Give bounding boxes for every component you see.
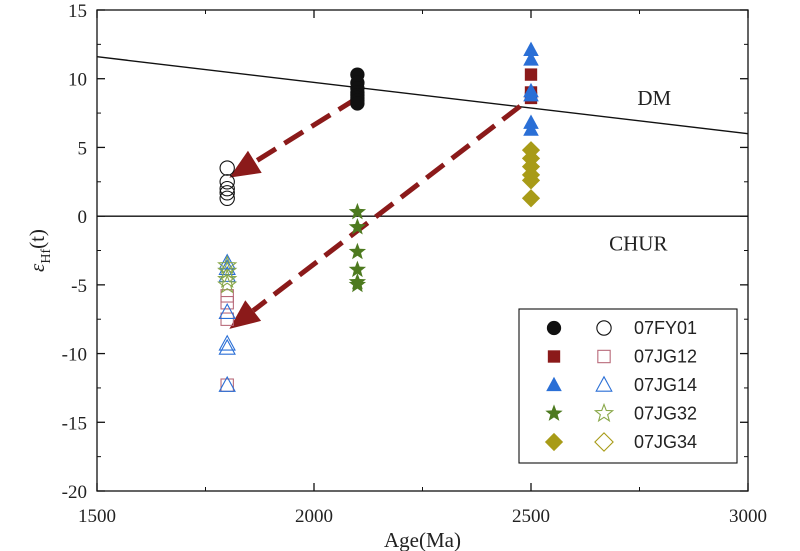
y-axis-title-tail: (t) — [25, 229, 49, 249]
arrow-lower-head — [229, 300, 262, 329]
point-07JG14-filled — [523, 51, 539, 66]
x-tick-label: 1500 — [78, 506, 116, 527]
arrow-lower-shaft — [251, 104, 522, 313]
y-axis-title-epsilon: ε — [25, 263, 49, 272]
point-07JG14-open — [218, 338, 236, 355]
y-tick-label: 5 — [78, 138, 88, 159]
point-07JG14-filled — [523, 41, 539, 56]
legend-marker-07JG34-open — [594, 432, 614, 452]
legend-marker-07JG14-open — [595, 375, 613, 392]
point-07FY01-filled — [350, 96, 365, 111]
point-07JG32-filled — [348, 218, 367, 235]
point-07JG34-filled — [521, 171, 541, 190]
x-tick-label: 2000 — [295, 506, 333, 527]
point-07FY01-open — [219, 180, 235, 197]
y-tick-label: -10 — [62, 345, 87, 366]
x-tick-label: 3000 — [729, 506, 767, 527]
legend-marker-07JG12-filled — [547, 350, 561, 363]
point-07JG32-filled — [348, 202, 367, 220]
point-07JG14-filled — [523, 87, 539, 102]
y-tick-label: 10 — [68, 70, 87, 91]
point-07JG34-filled — [521, 189, 541, 208]
chur-label: CHUR — [609, 232, 667, 256]
y-axis-title: εHf(t) — [25, 229, 54, 272]
point-07FY01-open — [219, 185, 235, 201]
point-07JG12-open — [220, 312, 234, 326]
y-axis-title-subscript: Hf — [39, 249, 54, 264]
point-07JG12-filled — [524, 68, 538, 81]
y-tick-label: 15 — [68, 1, 87, 22]
point-07FY01-open — [219, 174, 235, 190]
y-tick-label: -20 — [62, 482, 87, 503]
legend-marker-07JG32-open — [593, 402, 615, 423]
point-07JG12-open — [220, 289, 234, 303]
point-07JG14-open — [218, 303, 236, 320]
legend-marker-07JG34-filled — [544, 432, 564, 452]
y-tick-label: -15 — [62, 413, 87, 434]
legend-marker-07FY01-open — [596, 320, 612, 336]
arrow-upper-shaft — [253, 95, 359, 164]
arrow-upper-head — [229, 150, 262, 178]
point-07JG14-filled — [523, 121, 539, 136]
point-07FY01-open — [219, 160, 235, 176]
point-07JG32-filled — [348, 275, 367, 293]
dm-label: DM — [637, 86, 671, 110]
dm-line — [96, 56, 749, 135]
legend-label-07JG34: 07JG34 — [634, 432, 697, 452]
legend-marker-07JG12-open — [597, 349, 611, 364]
y-tick-label: 0 — [78, 207, 88, 228]
y-tick-label: -5 — [71, 276, 87, 297]
legend-marker-07JG14-filled — [546, 376, 562, 392]
point-07JG32-filled — [348, 242, 367, 260]
point-07JG32-open — [217, 268, 238, 288]
point-07JG32-open — [217, 274, 238, 294]
x-tick-label: 2500 — [512, 506, 550, 527]
point-07JG12-open — [220, 295, 234, 310]
legend-marker-07FY01-filled — [546, 320, 562, 336]
x-axis-title: Age(Ma) — [384, 528, 461, 551]
legend-label-07JG12: 07JG12 — [634, 347, 697, 367]
point-07JG14-open — [218, 334, 236, 351]
legend-label-07JG32: 07JG32 — [634, 404, 697, 424]
point-07JG32-filled — [348, 260, 367, 278]
point-07JG14-open — [218, 375, 236, 392]
point-07FY01-open — [219, 190, 235, 206]
legend-label-07FY01: 07FY01 — [634, 318, 697, 338]
legend-marker-07JG32-filled — [545, 404, 563, 421]
legend-label-07JG14: 07JG14 — [634, 375, 697, 395]
